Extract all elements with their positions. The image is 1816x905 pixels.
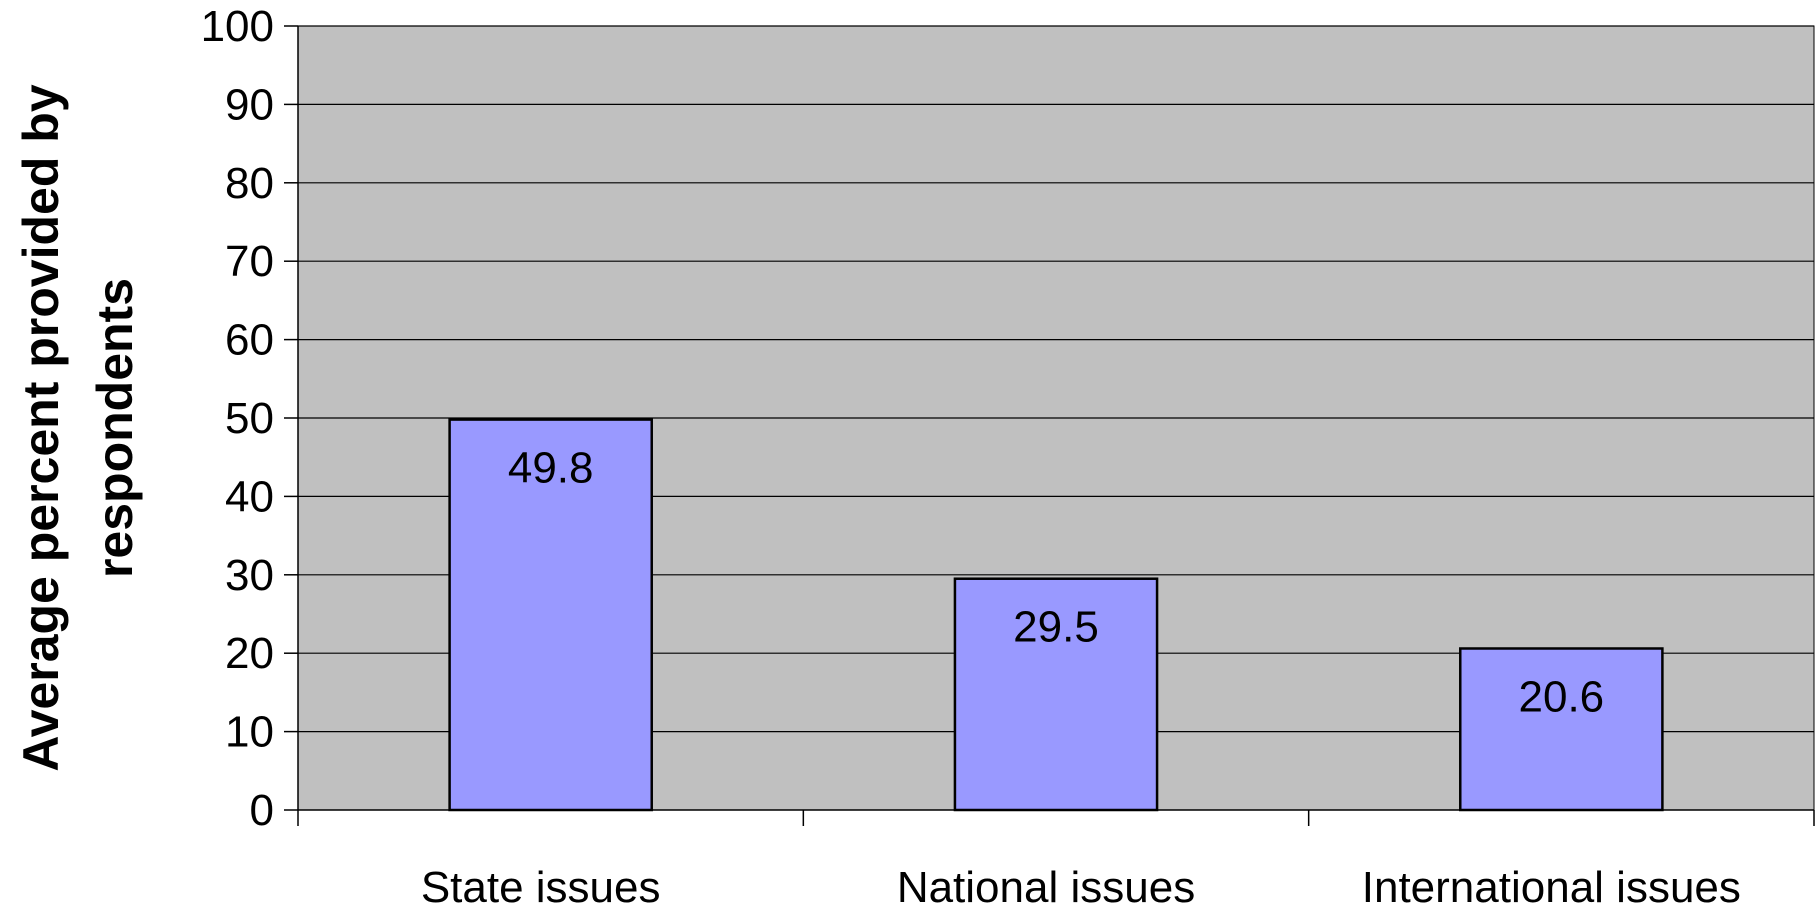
y-tick-label: 40 [225,472,274,521]
y-tick-label: 100 [201,2,274,51]
y-tick-label: 10 [225,708,274,757]
data-label: 49.8 [508,444,594,493]
y-tick-label: 80 [225,159,274,208]
x-category-label: State issues [421,863,661,905]
y-tick-label: 90 [225,80,274,129]
y-axis-ticks [284,25,298,811]
y-tick-label: 20 [225,629,274,678]
x-axis-ticks [297,810,1815,826]
y-axis-title: Average percent provided by respondents [13,84,143,771]
y-axis-tick-labels: 0 10 20 30 40 50 60 70 80 90 100 [201,2,274,835]
y-tick-label: 0 [250,786,274,835]
data-label: 20.6 [1519,672,1605,721]
x-category-label: International issues [1362,863,1741,905]
y-axis-title-line-1: Average percent provided by [13,84,69,771]
y-tick-label: 50 [225,394,274,443]
y-tick-label: 70 [225,237,274,286]
data-label: 29.5 [1013,603,1099,652]
y-tick-label: 60 [225,316,274,365]
x-axis-category-labels: State issues National issues International… [421,863,1741,905]
data-labels: 49.8 29.5 20.6 [508,444,1604,722]
bar [448,418,653,812]
x-category-label: National issues [897,863,1195,905]
y-axis-title-line-2: respondents [87,278,143,578]
bar [1459,647,1664,812]
y-tick-label: 30 [225,551,274,600]
